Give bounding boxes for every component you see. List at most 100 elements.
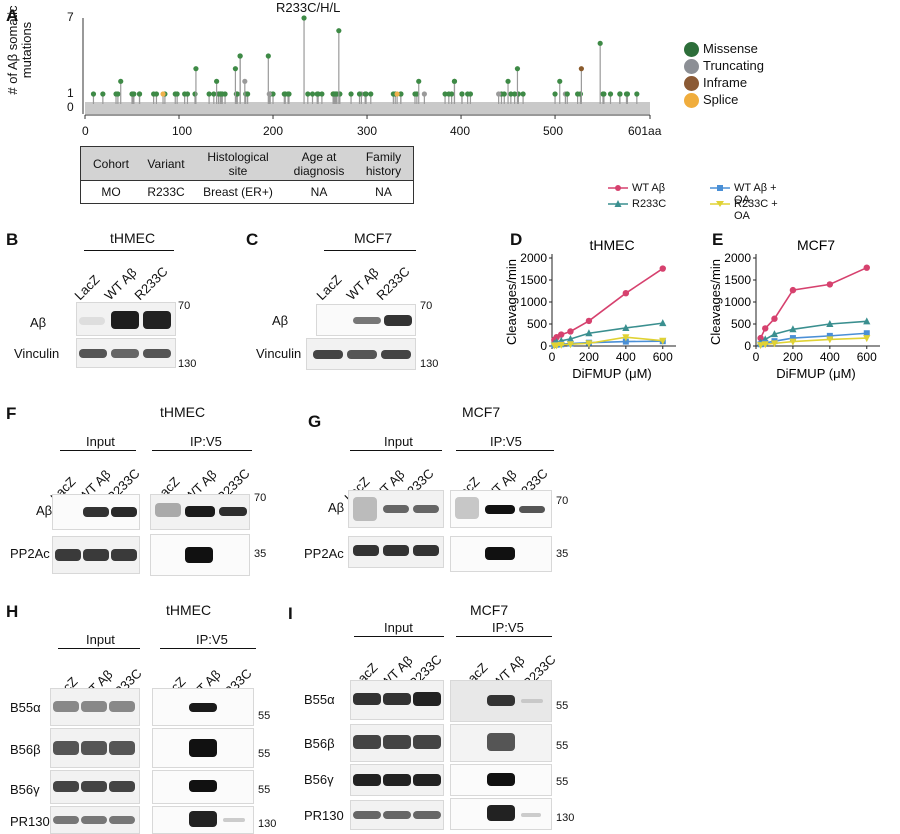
x-tick-label: 400	[820, 350, 840, 364]
mutation-dot	[305, 91, 311, 97]
data-point	[863, 317, 871, 325]
h-row-b56g: B56γ	[10, 782, 40, 797]
legend-splice: Splice	[684, 91, 764, 109]
legend-missense: Missense	[684, 40, 764, 58]
f-input-blot-pp2ac	[52, 536, 140, 574]
mutation-dot	[153, 91, 160, 97]
mutation-dot	[496, 91, 502, 97]
panel-label-f: F	[6, 404, 17, 423]
y-tick-1: 1	[67, 86, 74, 100]
c-row-ab: Aβ	[272, 313, 289, 328]
header-histological-site: Histological site	[207, 150, 269, 178]
data-point	[567, 328, 574, 335]
panel-label-g: G	[308, 412, 322, 431]
mutation-dot	[564, 91, 570, 97]
h-ip-label: IP:V5	[196, 632, 228, 647]
h-input-blot-b56g	[50, 770, 140, 804]
g-input-label: Input	[384, 434, 413, 449]
legend-r233c-oa: R233C + OA	[734, 198, 778, 222]
i-ip-blot-b56g	[450, 764, 552, 796]
data-point	[826, 336, 834, 344]
data-point	[553, 342, 561, 350]
mutation-dot	[597, 40, 603, 46]
x-tick-300: 300	[357, 124, 378, 138]
g-cell-line: MCF7	[462, 404, 501, 420]
mutation-dot	[398, 91, 404, 97]
i-ip-blot-pr130	[450, 798, 552, 830]
mutation-dot	[467, 91, 474, 97]
mutation-dot	[552, 91, 558, 97]
h-mw-55-g: 55	[258, 784, 271, 796]
mutation-dot	[634, 91, 640, 97]
c-mw-70: 70	[420, 300, 433, 312]
y-tick-label: 1000	[520, 295, 547, 309]
panel-label-i: I	[288, 604, 293, 623]
mutation-dot	[182, 91, 188, 97]
cell-cohort: MO	[101, 185, 121, 199]
g-mw-35: 35	[556, 548, 569, 560]
mutation-dot	[100, 91, 106, 97]
h-row-b55a: B55α	[10, 700, 41, 715]
highlight-mutation-label: R233C/H/L	[276, 0, 341, 15]
g-input-blot-pp2ac	[348, 536, 444, 568]
c-cell-line: MCF7	[354, 230, 393, 246]
c-row-vinculin: Vinculin	[256, 346, 302, 361]
header-variant: Variant	[147, 157, 185, 171]
truncating-dot-icon	[684, 59, 699, 75]
panel-label-e: E	[712, 230, 724, 249]
data-point	[770, 330, 779, 338]
y-tick-0: 0	[67, 100, 74, 114]
i-row-pr130: PR130	[304, 808, 344, 823]
f-input-blot-ab	[52, 494, 140, 530]
mutation-dot	[607, 91, 614, 97]
h-ip-blot-b55a	[152, 688, 254, 726]
b-blot-vinculin	[76, 338, 176, 368]
mutation-dot	[315, 91, 321, 97]
g-ip-label: IP:V5	[490, 434, 522, 449]
b-mw-70: 70	[178, 300, 191, 312]
mutation-dot	[442, 91, 448, 97]
legend-r233c: R233C	[632, 198, 667, 210]
i-ip-label: IP:V5	[492, 620, 524, 635]
y-tick-label: 0	[744, 339, 751, 353]
data-point	[863, 330, 870, 337]
y-tick-label: 1500	[520, 273, 547, 287]
c-lane-wt: WT Aβ	[343, 264, 382, 303]
mutation-dot	[512, 91, 518, 97]
x-tick-500: 500	[543, 124, 564, 138]
mutation-dot	[118, 78, 124, 84]
h-ip-blot-b56b	[152, 728, 254, 768]
legend-wt-oa: WT Aβ + OA	[734, 182, 777, 206]
y-tick-label: 500	[731, 317, 751, 331]
patient-info-table: Cohort Variant Histological site Age at …	[80, 146, 414, 204]
mutation-dot	[557, 78, 563, 84]
data-point	[789, 335, 796, 342]
x-tick-label: 600	[857, 350, 877, 364]
f-input-label: Input	[86, 434, 115, 449]
mutation-dot	[136, 91, 143, 97]
g-row-ab: Aβ	[328, 500, 345, 515]
missense-dot-icon	[684, 42, 699, 58]
data-point	[789, 338, 797, 346]
b-row-ab: Aβ	[30, 315, 47, 330]
c-lane-lacz: LacZ	[313, 271, 345, 303]
mutation-dot	[623, 91, 630, 97]
i-input-label: Input	[384, 620, 413, 635]
legend-inframe: Inframe	[684, 74, 764, 92]
mutation-dot	[416, 78, 422, 84]
mutation-dot	[368, 91, 374, 97]
y-tick-label: 1000	[724, 295, 751, 309]
f-ip-blot-pp2ac	[150, 534, 250, 576]
mutation-dot	[265, 53, 271, 59]
i-input-blot-pr130	[350, 800, 444, 830]
h-input-label: Input	[86, 632, 115, 647]
chart-title: tHMEC	[589, 237, 634, 253]
data-point	[622, 290, 630, 297]
g-ip-blot-pp2ac	[450, 536, 552, 572]
f-row-pp2ac: PP2Ac	[10, 546, 50, 561]
i-mw-130: 130	[556, 812, 575, 824]
i-input-blot-b56b	[350, 724, 444, 762]
g-row-pp2ac: PP2Ac	[304, 546, 344, 561]
mutation-dot	[336, 28, 342, 34]
data-point	[659, 319, 667, 327]
